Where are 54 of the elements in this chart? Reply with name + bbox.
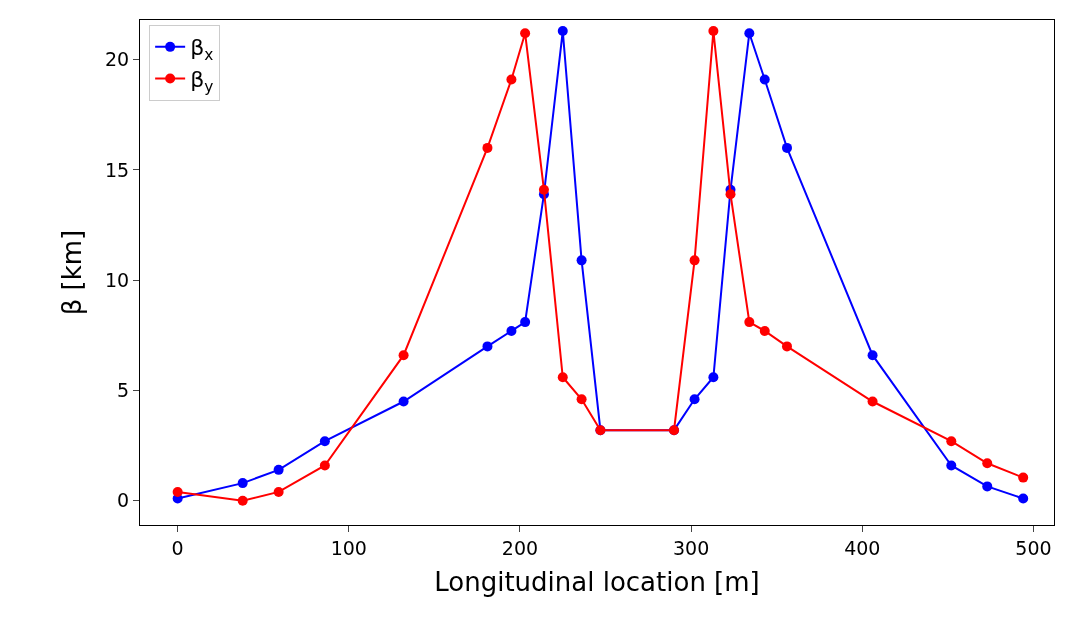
- legend-label: β$_{x}$: [190, 35, 214, 65]
- y-tick-label: 20: [105, 48, 130, 71]
- point: [946, 460, 957, 471]
- y-tick-label: 10: [105, 268, 130, 291]
- point: [237, 478, 248, 489]
- point: [398, 350, 409, 361]
- point: [867, 396, 878, 407]
- point: [319, 460, 330, 471]
- point: [520, 317, 531, 328]
- point: [946, 436, 957, 447]
- point: [708, 372, 719, 383]
- point: [273, 464, 284, 475]
- point: [744, 28, 755, 39]
- x-tick-label: 100: [330, 536, 367, 559]
- x-tick-label: 500: [1015, 536, 1052, 559]
- point: [506, 325, 517, 336]
- y-tick-label: 5: [117, 379, 130, 402]
- y-tick-label: 15: [105, 158, 130, 181]
- point: [689, 394, 700, 405]
- point: [781, 142, 792, 153]
- point: [273, 486, 284, 497]
- x-tick-label: 0: [171, 536, 184, 559]
- x-tick-label: 200: [501, 536, 539, 559]
- point: [982, 481, 993, 492]
- point: [781, 341, 792, 352]
- point: [982, 458, 993, 469]
- legend-label: β$_{y}$: [190, 67, 214, 96]
- point: [744, 317, 755, 328]
- point: [759, 325, 770, 336]
- point: [482, 142, 493, 153]
- point: [398, 396, 409, 407]
- point: [319, 436, 330, 447]
- x-tick-label: 300: [673, 536, 710, 559]
- point: [576, 255, 587, 266]
- y-axis-title: β [km]: [57, 229, 88, 316]
- point: [867, 350, 878, 361]
- point: [708, 26, 719, 37]
- point: [557, 372, 568, 383]
- point: [506, 74, 517, 85]
- x-tick-label: 400: [844, 536, 881, 559]
- point: [1018, 472, 1029, 483]
- point: [557, 26, 568, 37]
- x-axis-title: Longitudinal location [m]: [434, 567, 760, 598]
- point: [538, 184, 549, 195]
- point: [482, 341, 493, 352]
- point: [725, 189, 736, 200]
- y-tick-label: 0: [117, 489, 130, 512]
- point: [759, 74, 770, 85]
- point: [172, 486, 183, 497]
- point: [1018, 493, 1029, 504]
- point: [689, 255, 700, 266]
- point: [237, 495, 248, 506]
- point: [576, 394, 587, 405]
- point: [520, 28, 531, 39]
